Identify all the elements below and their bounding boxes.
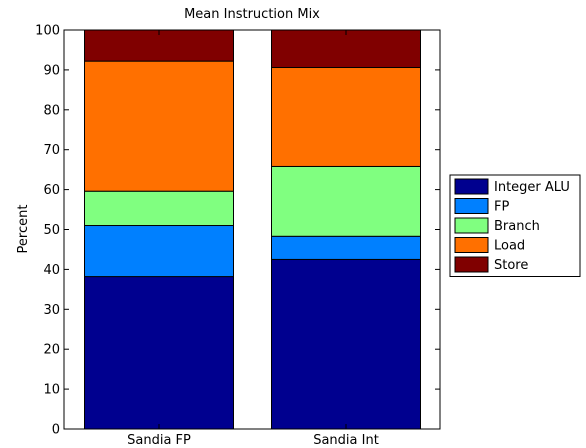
y-tick-label: 10 <box>43 383 60 398</box>
legend-label: Branch <box>494 219 540 234</box>
bar-sandia-fp-load <box>84 60 234 192</box>
y-tick-label: 70 <box>43 143 60 158</box>
axes-group: 0 10 20 30 40 50 60 70 80 90 100 Sandia FP Sandia In… <box>35 24 440 448</box>
y-tick-label: 40 <box>43 263 60 278</box>
y-tick-label: 30 <box>43 303 60 318</box>
bar-sandia-int-fp <box>271 235 421 260</box>
legend-swatch <box>454 217 489 234</box>
legend-swatch <box>454 256 489 273</box>
legend-label: FP <box>494 200 509 215</box>
legend-swatch <box>454 237 489 253</box>
bar-sandia-int-load <box>271 67 421 167</box>
bar-sandia-fp-integer-alu <box>84 276 234 430</box>
legend-swatch <box>454 198 489 214</box>
x-tick-label: Sandia Int <box>313 433 379 448</box>
legend-label: Store <box>494 258 528 273</box>
bar-sandia-fp-branch <box>84 190 234 227</box>
y-tick-label: 60 <box>43 183 60 198</box>
bar-sandia-int-store <box>271 29 421 69</box>
x-tick-label: Sandia FP <box>127 433 191 448</box>
y-tick-label: 20 <box>43 343 60 358</box>
y-tick-label: 80 <box>43 103 60 118</box>
chart-title: Mean Instruction Mix <box>184 7 320 22</box>
legend-label: Integer ALU <box>494 180 570 195</box>
y-axis-label: Percent <box>16 205 31 254</box>
y-tick-label: 0 <box>52 423 60 438</box>
y-tick-label: 50 <box>43 223 60 238</box>
bar-sandia-fp-fp <box>84 225 234 278</box>
y-tick-label: 100 <box>35 24 60 39</box>
legend-label: Load <box>494 239 525 254</box>
y-tick-label: 90 <box>43 63 60 78</box>
legend-swatch <box>454 178 489 195</box>
bars-group <box>84 29 421 430</box>
bar-sandia-fp-store <box>84 29 234 62</box>
bar-sandia-int-branch <box>271 165 421 237</box>
bar-sandia-int-integer-alu <box>271 258 421 430</box>
legend: Integer ALU FP Branch Load Store <box>449 174 581 277</box>
